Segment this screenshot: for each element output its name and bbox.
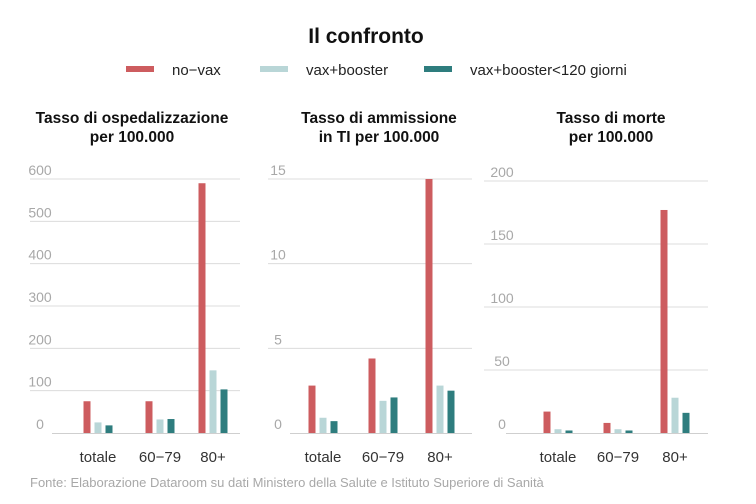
legend: no−vax vax+booster vax+booster<120 giorni <box>126 62 627 79</box>
panel-1-ytick-label: 600 <box>28 162 52 178</box>
panel-3-ytick-label: 50 <box>494 353 510 369</box>
bar-panel2-totale-series2 <box>319 417 327 433</box>
bar-panel3-80+-series1 <box>660 209 668 433</box>
panel-3-category-label: totale <box>540 449 577 466</box>
panel-1-ytick-label: 100 <box>28 374 52 390</box>
panel-2-category-label: totale <box>305 449 342 466</box>
panel-1-category-label: 60−79 <box>139 449 181 466</box>
bar-panel2-totale-series3 <box>330 421 338 433</box>
panel-1-ytick-label: 500 <box>28 204 52 220</box>
bar-panel3-60−79-series3 <box>625 430 633 433</box>
bar-panel2-totale-series1 <box>308 385 316 433</box>
panel-2-category-label: 80+ <box>427 449 453 466</box>
bar-panel2-60−79-series3 <box>390 397 398 433</box>
bar-panel3-totale-series3 <box>565 430 573 433</box>
bar-panel1-totale-series2 <box>94 422 102 433</box>
panel-1-category-label: totale <box>80 449 117 466</box>
legend-swatch-1 <box>126 66 154 72</box>
panel-2: Tasso di ammissione in TI per 100.000 0 5 10… <box>268 110 472 466</box>
bar-panel1-totale-series1 <box>83 401 91 433</box>
panel-1-title-line-2: per 100.000 <box>90 129 174 146</box>
panel-2-title-line-2: in TI per 100.000 <box>319 129 440 146</box>
panel-2-ytick-label: 0 <box>274 416 282 432</box>
chart-title: Il confronto <box>308 25 423 48</box>
source-footer: Fonte: Elaborazione Dataroom su dati Min… <box>30 475 545 490</box>
bar-panel1-80+-series1 <box>198 183 206 433</box>
legend-swatch-3 <box>424 66 452 72</box>
bar-panel2-60−79-series2 <box>379 400 387 433</box>
panel-1-title-line-1: Tasso di ospedalizzazione <box>36 110 229 127</box>
bar-panel1-80+-series3 <box>220 389 228 433</box>
panel-3-ytick-label: 200 <box>490 164 514 180</box>
panel-3-ytick-label: 0 <box>498 416 506 432</box>
bar-panel2-80+-series2 <box>436 385 444 433</box>
bar-panel3-80+-series3 <box>682 412 690 433</box>
bar-panel3-totale-series2 <box>554 429 562 433</box>
legend-label-3: vax+booster<120 giorni <box>470 62 627 79</box>
bar-panel1-80+-series2 <box>209 370 217 433</box>
legend-label-2: vax+booster <box>306 62 388 79</box>
panel-2-ytick-label: 5 <box>274 331 282 347</box>
bar-panel1-totale-series3 <box>105 425 113 433</box>
bar-panel3-60−79-series1 <box>603 422 611 433</box>
panel-3-title-line-2: per 100.000 <box>569 129 653 146</box>
panel-3-ytick-label: 100 <box>490 290 514 306</box>
bar-panel1-60−79-series3 <box>167 419 175 433</box>
bar-panel1-60−79-series1 <box>145 401 153 433</box>
panel-1-ytick-label: 0 <box>36 416 44 432</box>
panel-2-ytick-label: 15 <box>270 162 286 178</box>
bar-panel1-60−79-series2 <box>156 419 164 433</box>
panel-1-category-label: 80+ <box>200 449 226 466</box>
panel-2-ytick-label: 10 <box>270 247 286 263</box>
panel-3-category-label: 80+ <box>662 449 688 466</box>
legend-label-1: no−vax <box>172 62 221 79</box>
panel-2-category-label: 60−79 <box>362 449 404 466</box>
bar-panel3-totale-series1 <box>543 411 551 433</box>
panel-3: Tasso di morte per 100.000 0 50 100 150 200 tot… <box>484 110 708 466</box>
bar-panel3-60−79-series2 <box>614 429 622 433</box>
legend-swatch-2 <box>260 66 288 72</box>
panel-1: Tasso di ospedalizzazione per 100.000 0 100… <box>28 110 240 466</box>
panel-1-ytick-label: 400 <box>28 247 52 263</box>
bar-panel2-80+-series3 <box>447 390 455 433</box>
bar-panel2-80+-series1 <box>425 179 433 433</box>
bar-panel2-60−79-series1 <box>368 358 376 433</box>
panel-1-ytick-label: 200 <box>28 331 52 347</box>
panel-3-title-line-1: Tasso di morte <box>556 110 665 127</box>
panel-3-ytick-label: 150 <box>490 227 514 243</box>
panel-2-title-line-1: Tasso di ammissione <box>301 110 457 127</box>
panel-1-ytick-label: 300 <box>28 289 52 305</box>
bar-panel3-80+-series2 <box>671 397 679 433</box>
panel-3-category-label: 60−79 <box>597 449 639 466</box>
